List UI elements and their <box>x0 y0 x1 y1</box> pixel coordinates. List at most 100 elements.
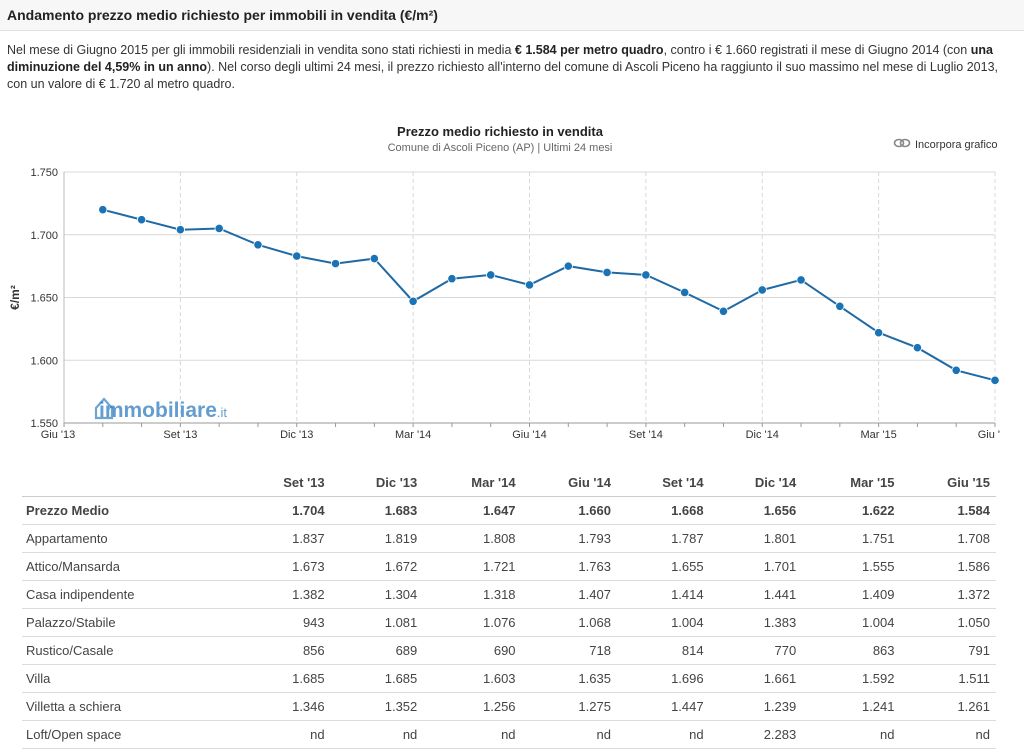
table-cell: 1.004 <box>802 608 901 637</box>
table-cell: 1.383 <box>709 608 803 637</box>
table-cell: 1.407 <box>521 580 617 609</box>
table-cell: 1.441 <box>709 580 803 609</box>
header-bar: Andamento prezzo medio richiesto per imm… <box>0 0 1024 31</box>
table-row: Attico/Mansarda 1.673 1.672 1.721 1.763 1.655… <box>22 552 996 581</box>
table-cell: nd <box>616 720 710 749</box>
table-cell: 1.239 <box>709 692 803 721</box>
table-cell: 1.673 <box>238 552 331 581</box>
table-cell: 1.685 <box>238 664 331 693</box>
table-cell: 2.283 <box>709 720 803 749</box>
watermark-domain: .it <box>217 405 228 420</box>
y-axis-label: €/m² <box>8 285 22 310</box>
table-cell: 770 <box>709 636 803 665</box>
table-cell: 1.793 <box>521 524 617 553</box>
table-cell: 1.409 <box>802 580 901 609</box>
table-cell: 1.751 <box>802 524 901 553</box>
price-line-chart: immobiliare.it 1.550 1.600 1.650 1.700 1.750 G… <box>8 167 1000 441</box>
series-line <box>102 208 996 382</box>
table-cell: nd <box>238 720 331 749</box>
table-cell: 1.382 <box>238 580 331 609</box>
table-cell: 1.685 <box>330 664 424 693</box>
link-icon <box>893 138 911 151</box>
table-cell: nd <box>521 720 617 749</box>
x-tick-label: Giu '14 <box>512 429 547 441</box>
table-cell: 1.721 <box>423 552 522 581</box>
watermark-text: immobiliare.it <box>99 399 227 422</box>
table-cell: 1.304 <box>330 580 424 609</box>
data-point <box>136 215 147 225</box>
data-point <box>408 296 418 306</box>
table-cell: 1.372 <box>900 580 996 609</box>
data-point <box>214 223 224 234</box>
chart-subtitle: Comune di Ascoli Piceno (AP) | Ultimi 24… <box>387 142 613 154</box>
table-row: Villa 1.685 1.685 1.603 1.635 1.696 1.661 1.592… <box>22 664 996 693</box>
data-point <box>874 328 884 338</box>
table-cell: 1.763 <box>521 552 617 581</box>
intro-text-3: ). Nel corso degli ultimi 24 mesi, il pr… <box>7 60 999 91</box>
x-tick-label: Mar '15 <box>860 429 896 441</box>
table-cell: 863 <box>802 636 901 665</box>
table-header-cell: Giu '15 <box>900 468 996 497</box>
data-point <box>718 306 729 316</box>
table-cell: 1.696 <box>616 664 710 693</box>
table-cell: 1.076 <box>423 608 522 637</box>
x-tick-label: Mar '14 <box>395 429 431 441</box>
data-point <box>524 280 535 290</box>
table-row: Rustico/Casale 856 689 690 718 814 770 863 791 <box>22 636 996 665</box>
row-label: Casa indipendente <box>22 580 238 609</box>
table-cell: 1.656 <box>709 496 803 525</box>
table-header-cell: Giu '14 <box>521 468 617 497</box>
data-point <box>253 240 263 250</box>
watermark-logo: immobiliare.it <box>94 397 227 422</box>
page-title: Andamento prezzo medio richiesto per imm… <box>7 7 438 23</box>
intro-highlight-change: una diminuzione del 4,59% in un anno <box>7 43 993 74</box>
table-header-cell: Set '13 <box>238 468 331 497</box>
table-cell: 1.256 <box>423 692 522 721</box>
table-cell: 1.447 <box>616 692 710 721</box>
row-label: Rustico/Casale <box>22 636 238 665</box>
data-point <box>602 267 612 278</box>
intro-paragraph: Nel mese di Giugno 2015 per gli immobili… <box>7 42 1017 93</box>
table-header-label-column <box>22 468 238 497</box>
table-cell: nd <box>423 720 522 749</box>
table-cell: 1.635 <box>521 664 617 693</box>
x-tick-label: Giu '15 <box>978 429 1000 441</box>
table-cell: 1.414 <box>616 580 710 609</box>
data-point <box>447 274 457 284</box>
table-cell: 1.661 <box>709 664 803 693</box>
table-cell: 1.261 <box>900 692 996 721</box>
x-tick-label: Giu '13 <box>41 429 76 441</box>
table-cell: 1.837 <box>238 524 331 553</box>
table-row: Appartamento 1.837 1.819 1.808 1.793 1.787 1.8… <box>22 524 996 553</box>
data-point <box>680 287 690 298</box>
table-cell: 1.586 <box>900 552 996 581</box>
row-label: Villetta a schiera <box>22 692 238 721</box>
table-cell: 1.511 <box>900 664 996 693</box>
table-header-cell: Mar '15 <box>802 468 901 497</box>
x-tick-label: Dic '13 <box>280 429 313 441</box>
y-tick-label: 1.550 <box>30 418 58 430</box>
table-cell: 1.555 <box>802 552 901 581</box>
table-cell: 856 <box>238 636 331 665</box>
table-header-cell: Dic '14 <box>709 468 803 497</box>
y-tick-label: 1.700 <box>30 230 58 242</box>
x-tick-label: Set '14 <box>629 429 663 441</box>
table-cell: 1.004 <box>616 608 710 637</box>
table-cell: 1.318 <box>423 580 522 609</box>
table-cell: 1.592 <box>802 664 901 693</box>
table-cell: 1.787 <box>616 524 710 553</box>
embed-chart-button[interactable]: Incorpora grafico <box>893 138 998 151</box>
table-cell: 1.660 <box>521 496 617 525</box>
table-cell: 1.704 <box>238 496 331 525</box>
data-point <box>563 261 573 271</box>
table-cell: 1.081 <box>330 608 424 637</box>
table-header-cell: Dic '13 <box>330 468 424 497</box>
table-row: Casa indipendente 1.382 1.304 1.318 1.407 1.4… <box>22 580 996 609</box>
row-label: Villa <box>22 664 238 693</box>
table-header-row: Set '13 Dic '13 Mar '14 Giu '14 Set '14 Dic '… <box>22 468 996 497</box>
watermark-house-icon <box>94 397 114 420</box>
data-point <box>990 375 1000 385</box>
embed-chart-label: Incorpora grafico <box>915 138 998 151</box>
table-cell: 1.672 <box>330 552 424 581</box>
table-row: Prezzo Medio 1.704 1.683 1.647 1.660 1.668 1.6… <box>22 496 996 525</box>
